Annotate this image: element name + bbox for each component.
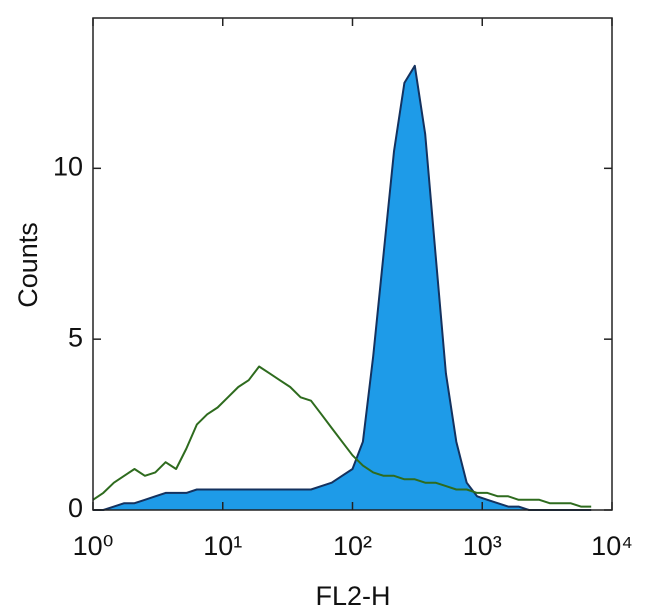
x-tick-label: 10¹ bbox=[203, 531, 242, 561]
histogram-line bbox=[92, 365, 592, 508]
area-fill bbox=[93, 65, 592, 511]
plot-frame bbox=[92, 17, 613, 511]
x-tick-label: 10⁰ bbox=[73, 531, 114, 561]
x-tick-label: 10³ bbox=[463, 531, 502, 561]
x-tick-label: 10⁴ bbox=[591, 531, 633, 561]
y-tick-label: 0 bbox=[68, 493, 83, 523]
histogram-line bbox=[93, 64, 592, 511]
y-axis-title: Counts bbox=[13, 222, 43, 308]
x-axis-title: FL2-H bbox=[315, 581, 390, 611]
y-tick-label: 10 bbox=[53, 151, 83, 181]
y-tick-label: 5 bbox=[68, 322, 83, 352]
x-tick-label: 10² bbox=[333, 531, 372, 561]
